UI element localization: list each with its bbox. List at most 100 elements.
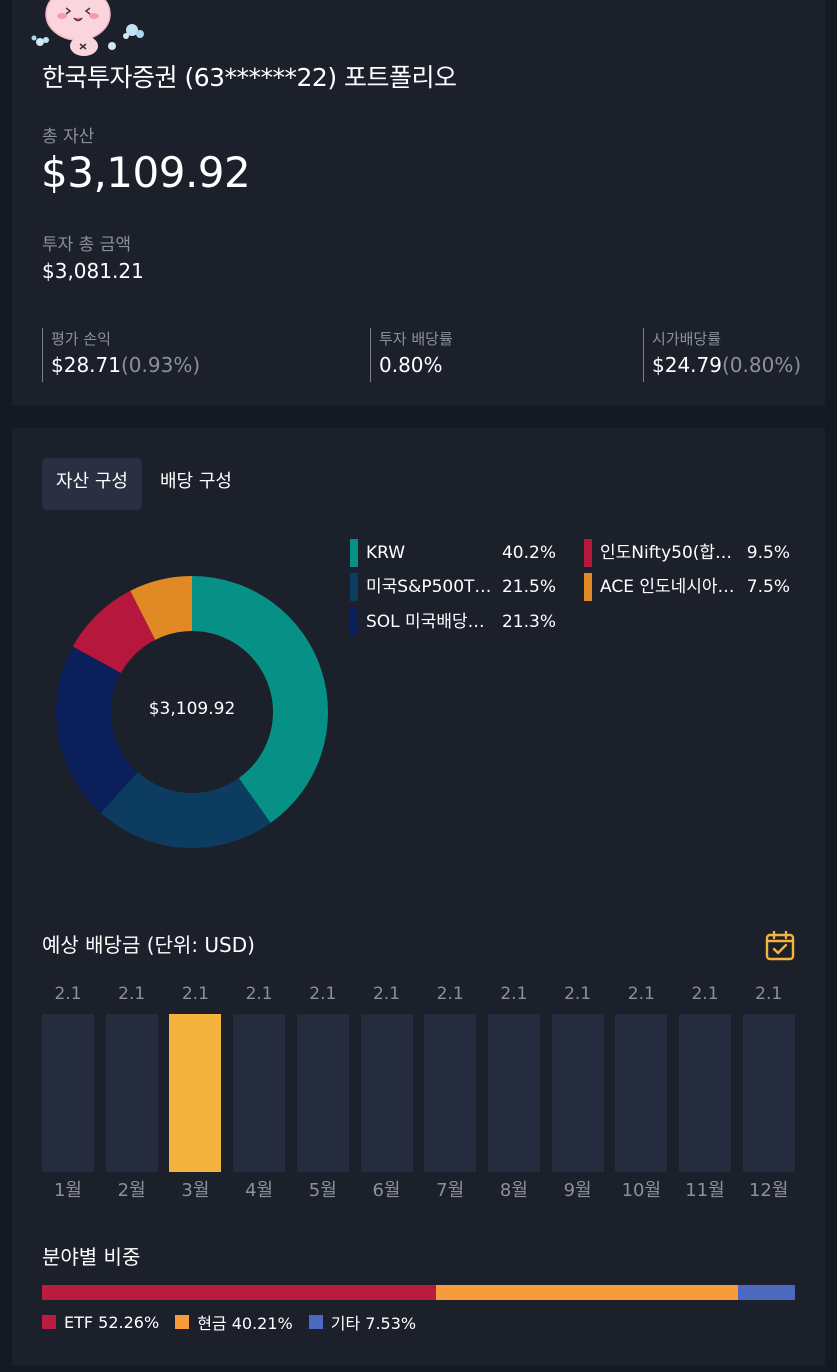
- total-asset-label: 총 자산: [42, 127, 95, 147]
- sector-bar-segment: [42, 1285, 436, 1300]
- dividend-month-value: 2.1: [372, 984, 401, 1004]
- dividend-bar[interactable]: [551, 1014, 604, 1172]
- mascot-sticker-icon: [31, 0, 144, 56]
- dividend-month-value: 2.1: [118, 984, 146, 1004]
- donut-slice-4[interactable]: [130, 576, 192, 640]
- sector-legend-text: 현금 40.21%: [197, 1314, 293, 1333]
- dividend-month-value: 2.1: [245, 984, 273, 1004]
- dividend-month-value: 2.1: [691, 984, 719, 1004]
- dividend-month-bar[interactable]: 2.1 2월: [105, 984, 158, 1206]
- dividend-month-label: 8월: [499, 1180, 528, 1201]
- legend-percent: 9.5%: [746, 543, 790, 563]
- legend-percent: 21.5%: [501, 577, 556, 597]
- sector-legend-swatch: [308, 1315, 323, 1329]
- legend-item[interactable]: 미국S&P500T… 21.5%: [350, 573, 556, 601]
- sector-legend-text: 기타 7.53%: [330, 1314, 417, 1333]
- dividend-bar[interactable]: [742, 1014, 795, 1172]
- dividend-month-label: 9월: [563, 1180, 592, 1201]
- dividend-month-bar[interactable]: 2.1 8월: [487, 984, 540, 1206]
- dividend-bar[interactable]: [487, 1014, 540, 1172]
- legend-name: KRW: [366, 543, 406, 563]
- stat-profit-label: 평가 손익: [51, 330, 111, 348]
- legend-swatch: [350, 608, 358, 636]
- dividend-bar[interactable]: [169, 1014, 222, 1172]
- dividend-month-bar[interactable]: 2.1 12월: [742, 984, 795, 1206]
- sector-legend-item: ETF 52.26%: [42, 1313, 159, 1332]
- legend-swatch: [350, 573, 358, 601]
- legend-percent: 7.5%: [746, 577, 790, 597]
- dividend-month-bar[interactable]: 2.1 4월: [233, 984, 286, 1206]
- sector-stacked-bar: [42, 1285, 795, 1300]
- dividend-month-value: 2.1: [309, 984, 337, 1004]
- stat-invest-yield-value: 0.80%: [379, 353, 443, 377]
- asset-donut-chart[interactable]: [56, 576, 328, 848]
- donut-slice-1[interactable]: [100, 772, 271, 848]
- dividend-bar[interactable]: [296, 1014, 349, 1172]
- sector-legend-item: 기타 7.53%: [308, 1310, 417, 1334]
- stat-profit: 평가 손익 $28.71(0.93%): [42, 328, 200, 382]
- donut-center-total: $3,109.92: [148, 699, 236, 719]
- sector-legend-swatch: [175, 1315, 190, 1329]
- dividend-month-label: 2월: [117, 1180, 146, 1201]
- stat-invest-yield: 투자 배당률 0.80%: [370, 328, 453, 382]
- dividend-month-bar[interactable]: 2.1 9월: [551, 984, 604, 1206]
- legend-item[interactable]: KRW 40.2%: [350, 539, 556, 567]
- dividend-month-bar[interactable]: 2.1 10월: [615, 984, 668, 1206]
- sector-bar-segment: [738, 1285, 795, 1300]
- donut-slice-0[interactable]: [192, 576, 328, 824]
- dividend-month-label: 4월: [245, 1180, 274, 1201]
- tab-dividend-composition[interactable]: 배당 구성: [160, 471, 232, 492]
- dividend-bar[interactable]: [105, 1014, 158, 1172]
- stat-market-yield: 시가배당률 $24.79(0.80%): [643, 328, 801, 382]
- dividend-month-bar[interactable]: 2.1 1월: [42, 984, 94, 1206]
- dividend-month-bar[interactable]: 2.1 7월: [424, 984, 477, 1206]
- donut-slice-2[interactable]: [56, 646, 138, 813]
- stat-invest-yield-label: 투자 배당률: [379, 330, 453, 348]
- sector-legend-text: ETF 52.26%: [64, 1312, 160, 1332]
- invested-label: 투자 총 금액: [42, 235, 132, 255]
- legend-percent: 21.3%: [501, 612, 556, 632]
- legend-name: ACE 인도네시아…: [600, 577, 735, 597]
- dividend-month-label: 7월: [436, 1180, 465, 1201]
- dividend-month-value: 2.1: [564, 984, 592, 1004]
- legend-name: SOL 미국배당…: [366, 612, 485, 632]
- legend-name: 인도Nifty50(합…: [600, 543, 733, 563]
- calendar-check-icon[interactable]: [764, 930, 796, 962]
- sector-legend-item: 현금 40.21%: [175, 1310, 293, 1334]
- legend-item[interactable]: SOL 미국배당… 21.3%: [350, 608, 556, 636]
- dividend-bar[interactable]: [42, 1014, 94, 1172]
- donut-slice-3[interactable]: [72, 590, 156, 673]
- dividend-month-label: 11월: [685, 1180, 725, 1201]
- legend-name: 미국S&P500T…: [366, 577, 492, 597]
- dividend-bar[interactable]: [679, 1014, 731, 1172]
- sector-section-title: 분야별 비중: [42, 1245, 141, 1269]
- legend-swatch: [350, 539, 358, 567]
- dividend-bar[interactable]: [615, 1014, 668, 1172]
- dividend-month-label: 10월: [621, 1180, 662, 1201]
- dividend-month-label: 12월: [748, 1180, 789, 1201]
- dividend-month-bar[interactable]: 2.1 3월: [169, 984, 222, 1206]
- tab-asset-composition[interactable]: 자산 구성: [42, 458, 142, 510]
- dividend-month-label: 1월: [53, 1180, 82, 1201]
- stat-market-yield-value: $24.79: [652, 353, 722, 377]
- dividend-month-value: 2.1: [755, 984, 783, 1004]
- dividend-bar[interactable]: [424, 1014, 477, 1172]
- stat-profit-value: $28.71: [51, 353, 121, 377]
- total-asset-value: $3,109.92: [41, 148, 251, 197]
- sector-legend-swatch: [42, 1315, 56, 1329]
- portfolio-detail-card: 자산 구성 배당 구성 $3,109.92 KRW 40.2% 미국S&P500…: [12, 428, 825, 1366]
- dividend-month-bar[interactable]: 2.1 6월: [360, 984, 413, 1206]
- legend-percent: 40.2%: [501, 543, 556, 563]
- dividend-section-title: 예상 배당금 (단위: USD): [42, 933, 255, 957]
- stat-market-yield-label: 시가배당률: [652, 330, 722, 348]
- dividend-bar[interactable]: [360, 1014, 413, 1172]
- dividend-month-label: 6월: [372, 1180, 401, 1201]
- dividend-month-bar[interactable]: 2.1 11월: [679, 984, 731, 1206]
- legend-item[interactable]: 인도Nifty50(합… 9.5%: [584, 539, 790, 567]
- dividend-month-value: 2.1: [436, 984, 464, 1004]
- dividend-month-value: 2.1: [54, 984, 82, 1004]
- legend-item[interactable]: ACE 인도네시아… 7.5%: [584, 573, 790, 601]
- dividend-bar[interactable]: [233, 1014, 286, 1172]
- dividend-month-value: 2.1: [627, 984, 655, 1004]
- dividend-month-bar[interactable]: 2.1 5월: [296, 984, 349, 1206]
